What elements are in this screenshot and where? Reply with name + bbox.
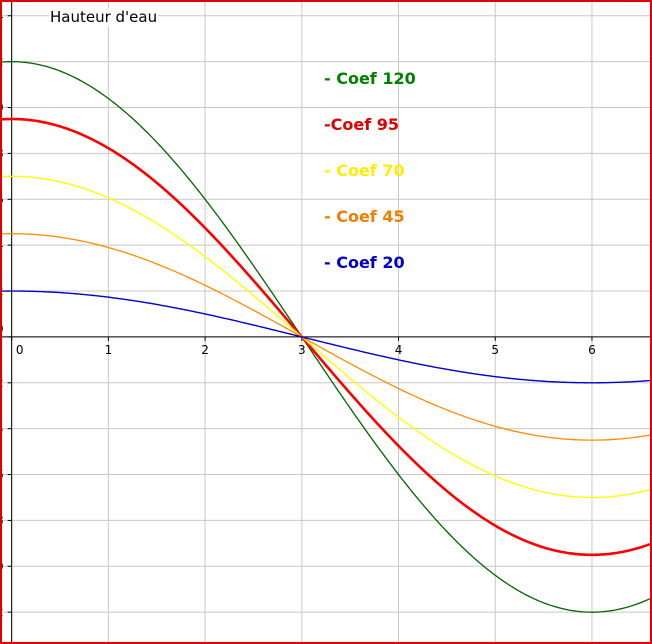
series-line-coef-20 xyxy=(2,290,650,384)
x-tick-label: 1 xyxy=(105,343,113,357)
series-line-coef-70 xyxy=(2,175,650,499)
y-tick-label: −8 xyxy=(2,513,4,527)
y-axis-label: Hauteur d'eau xyxy=(50,8,157,26)
x-tick-label: 6 xyxy=(588,343,596,357)
series-line-coef-120 xyxy=(2,61,650,613)
series-line-coef-95 xyxy=(2,117,650,557)
y-tick-label: −4 xyxy=(2,422,4,436)
x-tick-label: 3 xyxy=(298,343,306,357)
x-tick-label: 4 xyxy=(395,343,403,357)
x-tick-label: 2 xyxy=(201,343,209,357)
legend-entry-coef-20: - Coef 20 xyxy=(324,253,405,272)
y-tick-label: −12 xyxy=(2,605,4,619)
y-tick-label: 0 xyxy=(2,322,4,336)
y-tick-label: 14 xyxy=(2,9,4,23)
x-tick-label: 5 xyxy=(491,343,499,357)
y-tick-label: −6 xyxy=(2,468,4,482)
legend-entry-coef-70: - Coef 70 xyxy=(324,161,405,180)
y-tick-label: 10 xyxy=(2,101,4,115)
y-tick-label: −2 xyxy=(2,376,4,390)
series-curves xyxy=(2,61,650,613)
legend-entry-coef-95: -Coef 95 xyxy=(324,115,399,134)
y-tick-label: 8 xyxy=(2,146,4,160)
x-tick-label: 0 xyxy=(16,343,24,357)
y-tick-label: 6 xyxy=(2,192,4,206)
y-tick-label: 4 xyxy=(2,238,4,252)
series-line-coef-45 xyxy=(2,233,650,441)
legend-entry-coef-45: - Coef 45 xyxy=(324,207,405,226)
legend: - Coef 120 -Coef 95 - Coef 70 - Coef 45 - Co… xyxy=(324,69,416,272)
legend-entry-coef-120: - Coef 120 xyxy=(324,69,416,88)
y-tick-label: −10 xyxy=(2,559,4,573)
y-axis-label-background xyxy=(49,8,159,26)
